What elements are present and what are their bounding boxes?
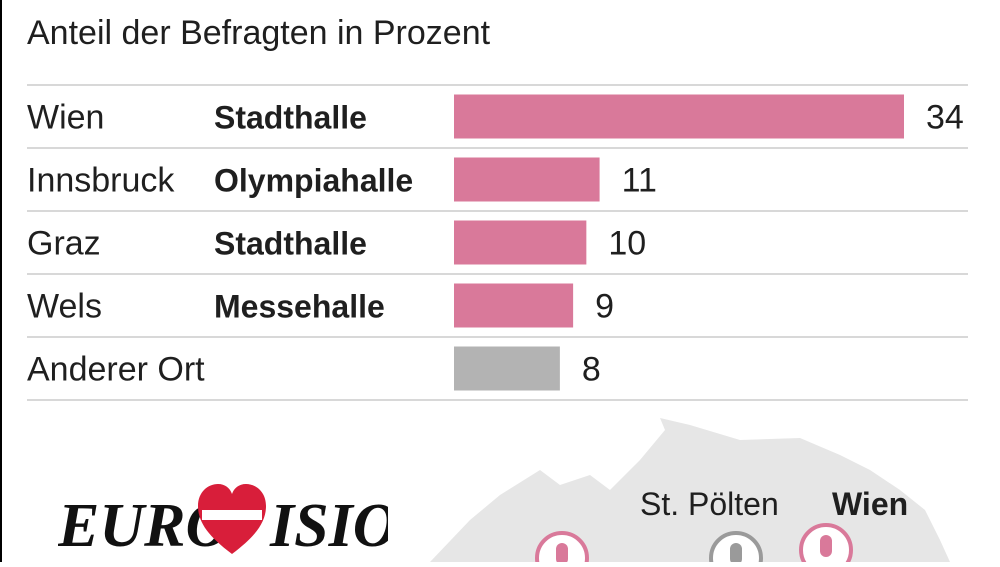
value-label: 9 (595, 288, 614, 326)
map-city-label: Wien (832, 486, 908, 522)
microphone-icon (709, 531, 763, 562)
value-label: 11 (622, 162, 657, 200)
bar (454, 220, 587, 265)
venue-label: Stadthalle (214, 100, 367, 136)
svg-text:ISION: ISION (269, 492, 388, 560)
category-label: Anderer Ort (27, 351, 205, 389)
category-label: Innsbruck (27, 162, 175, 200)
bar (454, 346, 560, 391)
map-city-label: St. Pölten (640, 486, 779, 522)
frame-border (0, 0, 2, 562)
eurovision-logo: EURO ISION (57, 476, 445, 567)
microphone-icon (535, 531, 589, 562)
venue-label: Messehalle (214, 289, 385, 325)
bar-chart: Wien Stadthalle 34 Innsbruck Olympiahalle 11 G… (27, 84, 968, 401)
category-label: Graz (27, 225, 101, 263)
category-label: Wien (27, 99, 104, 137)
bar (454, 283, 574, 328)
austria-map: St. Pölten Wien (430, 418, 950, 562)
venue-label: Stadthalle (214, 226, 367, 262)
bar (454, 94, 904, 139)
heart-flag-icon (198, 484, 266, 554)
bar (454, 157, 600, 202)
eurovision-wordmark: EURO ISION (57, 484, 445, 560)
chart-subtitle: Anteil der Befragten in Prozent (27, 14, 491, 52)
value-label: 8 (582, 351, 601, 389)
venue-label: Olympiahalle (214, 163, 413, 199)
value-label: 34 (926, 99, 964, 137)
value-label: 10 (608, 225, 646, 263)
category-label: Wels (27, 288, 102, 326)
microphone-icon (799, 523, 853, 562)
